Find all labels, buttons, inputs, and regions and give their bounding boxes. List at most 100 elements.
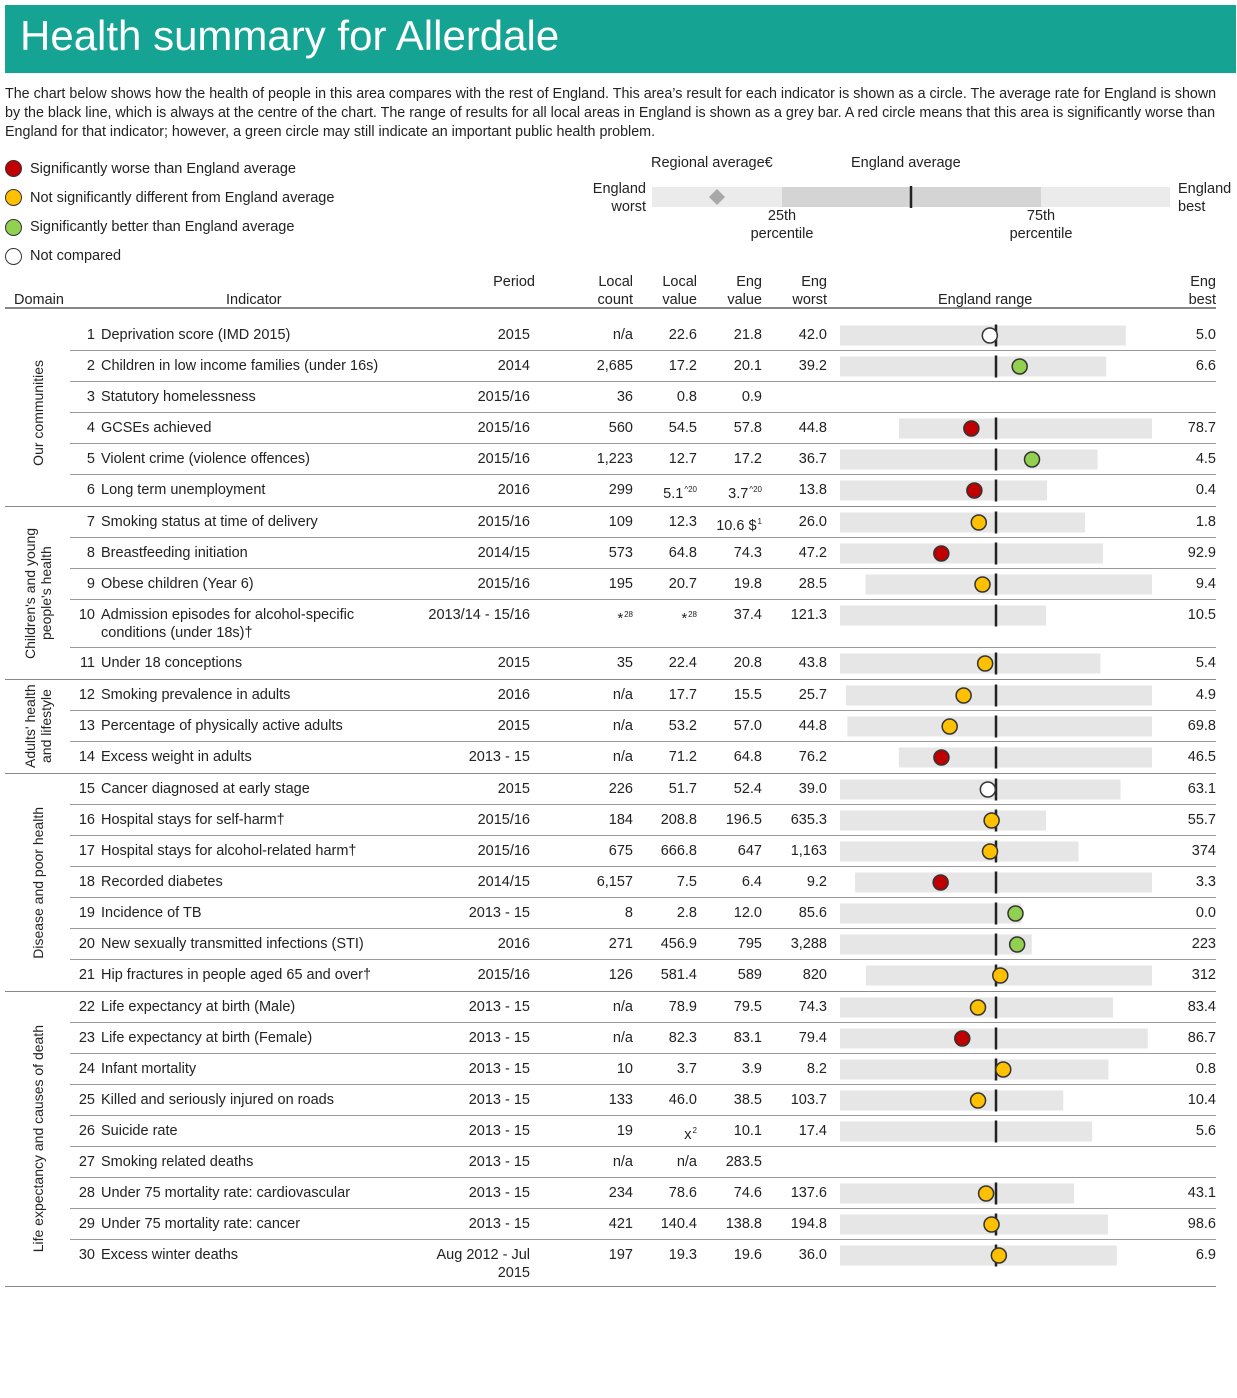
eng-best-text: 92.9 xyxy=(1187,545,1216,561)
local-value-marker xyxy=(1008,936,1026,953)
eng-value-text: 647 xyxy=(737,843,762,859)
eng-value-text: 12.0 xyxy=(733,905,762,921)
eng-best: 0.4 xyxy=(1156,481,1216,499)
eng-best-text: 0.4 xyxy=(1195,482,1216,498)
period: 2013 - 15 xyxy=(468,1123,530,1139)
local-value: 17.2 xyxy=(637,357,697,375)
eng-worst-text: 194.8 xyxy=(790,1216,827,1232)
table-row: 22 Life expectancy at birth (Male) 2013 - … xyxy=(70,992,1216,1023)
range-chart xyxy=(840,355,1107,378)
eng-best-text: 10.5 xyxy=(1187,607,1216,623)
eng-value-text: 3.9 xyxy=(741,1061,762,1077)
period: 2013 - 15 xyxy=(468,999,530,1015)
local-count-text: 109 xyxy=(608,514,633,530)
period: 2015/16 xyxy=(477,389,530,405)
local-value-text: * xyxy=(681,611,688,627)
domain-label: Adults' health and lifestyle xyxy=(21,684,54,769)
local-count-text: 234 xyxy=(608,1185,633,1201)
local-value-marker xyxy=(1023,451,1041,468)
local-count-text: 126 xyxy=(608,967,633,983)
eng-value-text: 19.6 xyxy=(733,1247,762,1263)
indicator-number: 19 xyxy=(78,905,95,921)
indicator-number: 30 xyxy=(78,1247,95,1263)
local-count: 109 xyxy=(573,513,633,531)
indicator-name: Smoking status at time of delivery xyxy=(101,514,318,530)
local-value: 51.7 xyxy=(637,780,697,798)
local-count-text: 197 xyxy=(608,1247,633,1263)
local-count-text: n/a xyxy=(612,718,633,734)
eng-best: 92.9 xyxy=(1156,544,1216,562)
indicator-name: Excess winter deaths xyxy=(101,1247,239,1263)
local-value-text: 19.3 xyxy=(668,1247,697,1263)
eng-worst: 25.7 xyxy=(767,686,827,704)
intro: The chart below shows how the health of … xyxy=(5,86,1217,140)
local-value: 2.8 xyxy=(637,904,697,922)
eng-best-text: 3.3 xyxy=(1195,874,1216,890)
eng-worst: 79.4 xyxy=(767,1029,827,1047)
period: 2015/16 xyxy=(477,812,530,828)
local-value-text: 666.8 xyxy=(660,843,697,859)
eng-best: 1.8 xyxy=(1156,513,1216,531)
table-row: 16 Hospital stays for self-harm† 2015/16 18… xyxy=(70,805,1216,836)
local-count: 197 xyxy=(573,1246,633,1264)
eng-worst-text: 137.6 xyxy=(790,1185,827,1201)
eng-value-text: 79.5 xyxy=(733,999,762,1015)
indicator-number: 7 xyxy=(86,514,95,530)
eng-value: 10.6 $1 xyxy=(702,513,762,535)
table-row: 26 Suicide rate 2013 - 15 19 x2 10.1 17.4 5.6 xyxy=(70,1116,1216,1147)
local-count-text: * xyxy=(617,611,624,627)
eng-best: 4.5 xyxy=(1156,450,1216,468)
local-value-text: 22.4 xyxy=(668,655,697,671)
local-count: 1,223 xyxy=(573,450,633,468)
eng-best-text: 69.8 xyxy=(1187,718,1216,734)
eng-best: 10.5 xyxy=(1156,606,1216,624)
local-value: n/a xyxy=(637,1153,697,1171)
local-value: 19.3 xyxy=(637,1246,697,1264)
local-value-marker xyxy=(969,1092,987,1109)
indicator-name: Under 75 mortality rate: cancer xyxy=(101,1216,301,1232)
indicator-number: 25 xyxy=(78,1092,95,1108)
indicator-number: 21 xyxy=(78,967,95,983)
indicator-name: Breastfeeding initiation xyxy=(101,545,248,561)
local-value-marker xyxy=(974,576,991,593)
local-value-text: 46.0 xyxy=(668,1092,697,1108)
eng-value: 15.5 xyxy=(702,686,762,704)
eng-value-text: 589 xyxy=(737,967,762,983)
local-value: 581.4 xyxy=(637,966,697,984)
local-value-text: 71.2 xyxy=(668,749,697,765)
eng-value-text: 20.1 xyxy=(733,358,762,374)
eng-best-text: 78.7 xyxy=(1187,420,1216,436)
local-count-text: n/a xyxy=(612,1030,633,1046)
rows: 1 Deprivation score (IMD 2015) 2015 n/a 22.6… xyxy=(70,320,1216,506)
eng-best-text: 1.8 xyxy=(1195,514,1216,530)
eng-best: 312 xyxy=(1156,966,1216,984)
table-row: 7 Smoking status at time of delivery 2015/… xyxy=(70,507,1216,538)
local-value: x2 xyxy=(637,1122,697,1144)
domain-label: Our communities xyxy=(29,360,46,466)
local-value-text: 17.2 xyxy=(668,358,697,374)
eng-best: 4.9 xyxy=(1156,686,1216,704)
domain-cell: Children's and young people's health xyxy=(5,507,70,679)
domain-label: Life expectancy and causes of death xyxy=(29,1025,46,1253)
range-chart xyxy=(840,511,1086,534)
eng-best-text: 5.0 xyxy=(1195,327,1216,343)
local-value: 53.2 xyxy=(637,717,697,735)
domain-cell: Adults' health and lifestyle xyxy=(5,680,70,773)
local-value-text: 2.8 xyxy=(676,905,697,921)
local-count: 10 xyxy=(573,1060,633,1078)
period: 2013 - 15 xyxy=(468,1061,530,1077)
local-value-text: 140.4 xyxy=(660,1216,697,1232)
indicator-name: Life expectancy at birth (Male) xyxy=(101,999,296,1015)
local-value: 54.5 xyxy=(637,419,697,437)
indicator-name: Admission episodes for alcohol-specific … xyxy=(101,607,355,641)
eng-worst-text: 121.3 xyxy=(790,607,827,623)
eng-value-text: 74.6 xyxy=(733,1185,762,1201)
eng-best: 0.0 xyxy=(1156,904,1216,922)
eng-worst-text: 79.4 xyxy=(798,1030,827,1046)
range-bar xyxy=(898,418,1152,439)
domain-group: Disease and poor health 15 Cancer diagnose… xyxy=(5,774,1216,992)
eng-worst-text: 36.0 xyxy=(798,1247,827,1263)
indicator-name: Violent crime (violence offences) xyxy=(101,451,311,467)
eng-value: 19.6 xyxy=(702,1246,762,1264)
indicator-name: Incidence of TB xyxy=(101,905,202,921)
